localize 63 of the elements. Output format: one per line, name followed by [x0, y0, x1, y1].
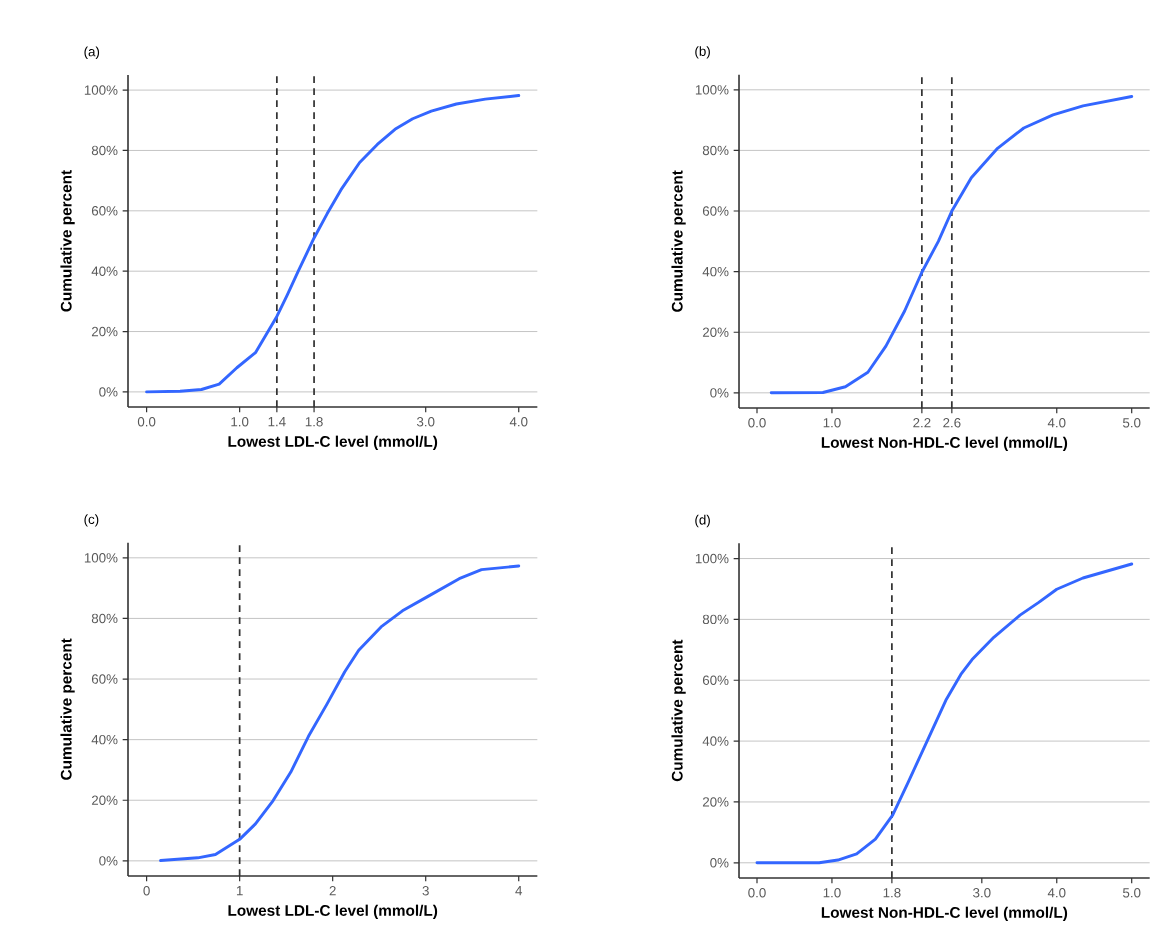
chart-title: (b): [695, 46, 710, 59]
x-tick-label: 4: [515, 886, 523, 896]
y-tick-label: 40%: [91, 734, 118, 745]
y-tick-label: 60%: [91, 674, 118, 684]
y-tick-label: 40%: [91, 266, 118, 276]
y-tick-label: 20%: [702, 327, 729, 337]
x-tick-label: 2: [329, 886, 336, 896]
x-tick-label: 0: [143, 886, 150, 896]
x-tick-label: 4.0: [509, 417, 528, 427]
x-tick-label: 3.0: [973, 888, 991, 898]
y-tick-label: 80%: [91, 145, 118, 156]
x-tick-label: 4.0: [1047, 888, 1066, 898]
line-series: [755, 562, 1134, 865]
x-tick-label: 1.8: [305, 417, 323, 427]
y-tick-label: 60%: [91, 206, 118, 216]
y-tick-label: 0%: [99, 856, 118, 866]
y-tick-label: 20%: [91, 795, 118, 805]
x-tick-label: 1: [236, 886, 243, 896]
y-axis-title: Cumulative percent: [671, 639, 686, 782]
x-tick-label: 5.0: [1122, 888, 1141, 898]
x-tick-label: 0.0: [748, 418, 766, 428]
x-axis-title: Lowest Non-HDL-C level (mmol/L): [821, 436, 1068, 451]
y-tick-label: 60%: [702, 675, 729, 685]
x-axis-title: Lowest Non-HDL-C level (mmol/L): [821, 906, 1068, 921]
x-axis-title: Lowest LDL-C level (mmol/L): [228, 435, 438, 450]
x-tick-label: 2.2: [913, 418, 931, 428]
y-tick-label: 100%: [84, 85, 118, 95]
line-series: [159, 564, 521, 863]
y-tick-label: 40%: [702, 266, 729, 277]
y-tick-label: 40%: [702, 736, 729, 746]
chart-title: (d): [695, 514, 710, 528]
x-tick-label: 3: [422, 886, 429, 896]
x-axis-title: Lowest LDL-C level (mmol/L): [228, 904, 438, 919]
chart-title: (a): [84, 46, 100, 59]
y-tick-label: 20%: [702, 797, 729, 807]
y-tick-label: 80%: [702, 145, 729, 156]
x-tick-label: 1.4: [268, 417, 286, 427]
y-tick-label: 0%: [99, 387, 118, 397]
x-tick-label: 0.0: [748, 888, 766, 898]
x-tick-label: 1.0: [823, 888, 841, 898]
chart-title: (c): [84, 514, 99, 527]
x-tick-label: 2.6: [943, 418, 961, 428]
y-tick-label: 100%: [695, 553, 729, 564]
y-axis-title: Cumulative percent: [60, 170, 75, 312]
y-tick-label: 60%: [702, 206, 729, 216]
x-tick-label: 1.8: [883, 888, 901, 898]
x-tick-label: 0.0: [137, 417, 156, 427]
y-axis-title: Cumulative percent: [60, 638, 75, 780]
x-tick-label: 1.0: [823, 418, 841, 428]
y-tick-label: 80%: [702, 614, 729, 625]
x-tick-label: 3.0: [416, 417, 435, 427]
y-tick-label: 80%: [91, 613, 118, 624]
x-tick-label: 4.0: [1047, 418, 1066, 428]
x-tick-label: 5.0: [1122, 418, 1141, 428]
y-tick-label: 20%: [91, 326, 118, 337]
line-series: [145, 94, 521, 394]
y-tick-label: 100%: [84, 553, 118, 563]
y-tick-label: 0%: [710, 388, 729, 398]
y-tick-label: 0%: [710, 858, 729, 868]
x-tick-label: 1.0: [231, 417, 249, 427]
line-series: [769, 95, 1134, 395]
y-axis-title: Cumulative percent: [671, 170, 686, 312]
y-tick-label: 100%: [695, 85, 729, 95]
